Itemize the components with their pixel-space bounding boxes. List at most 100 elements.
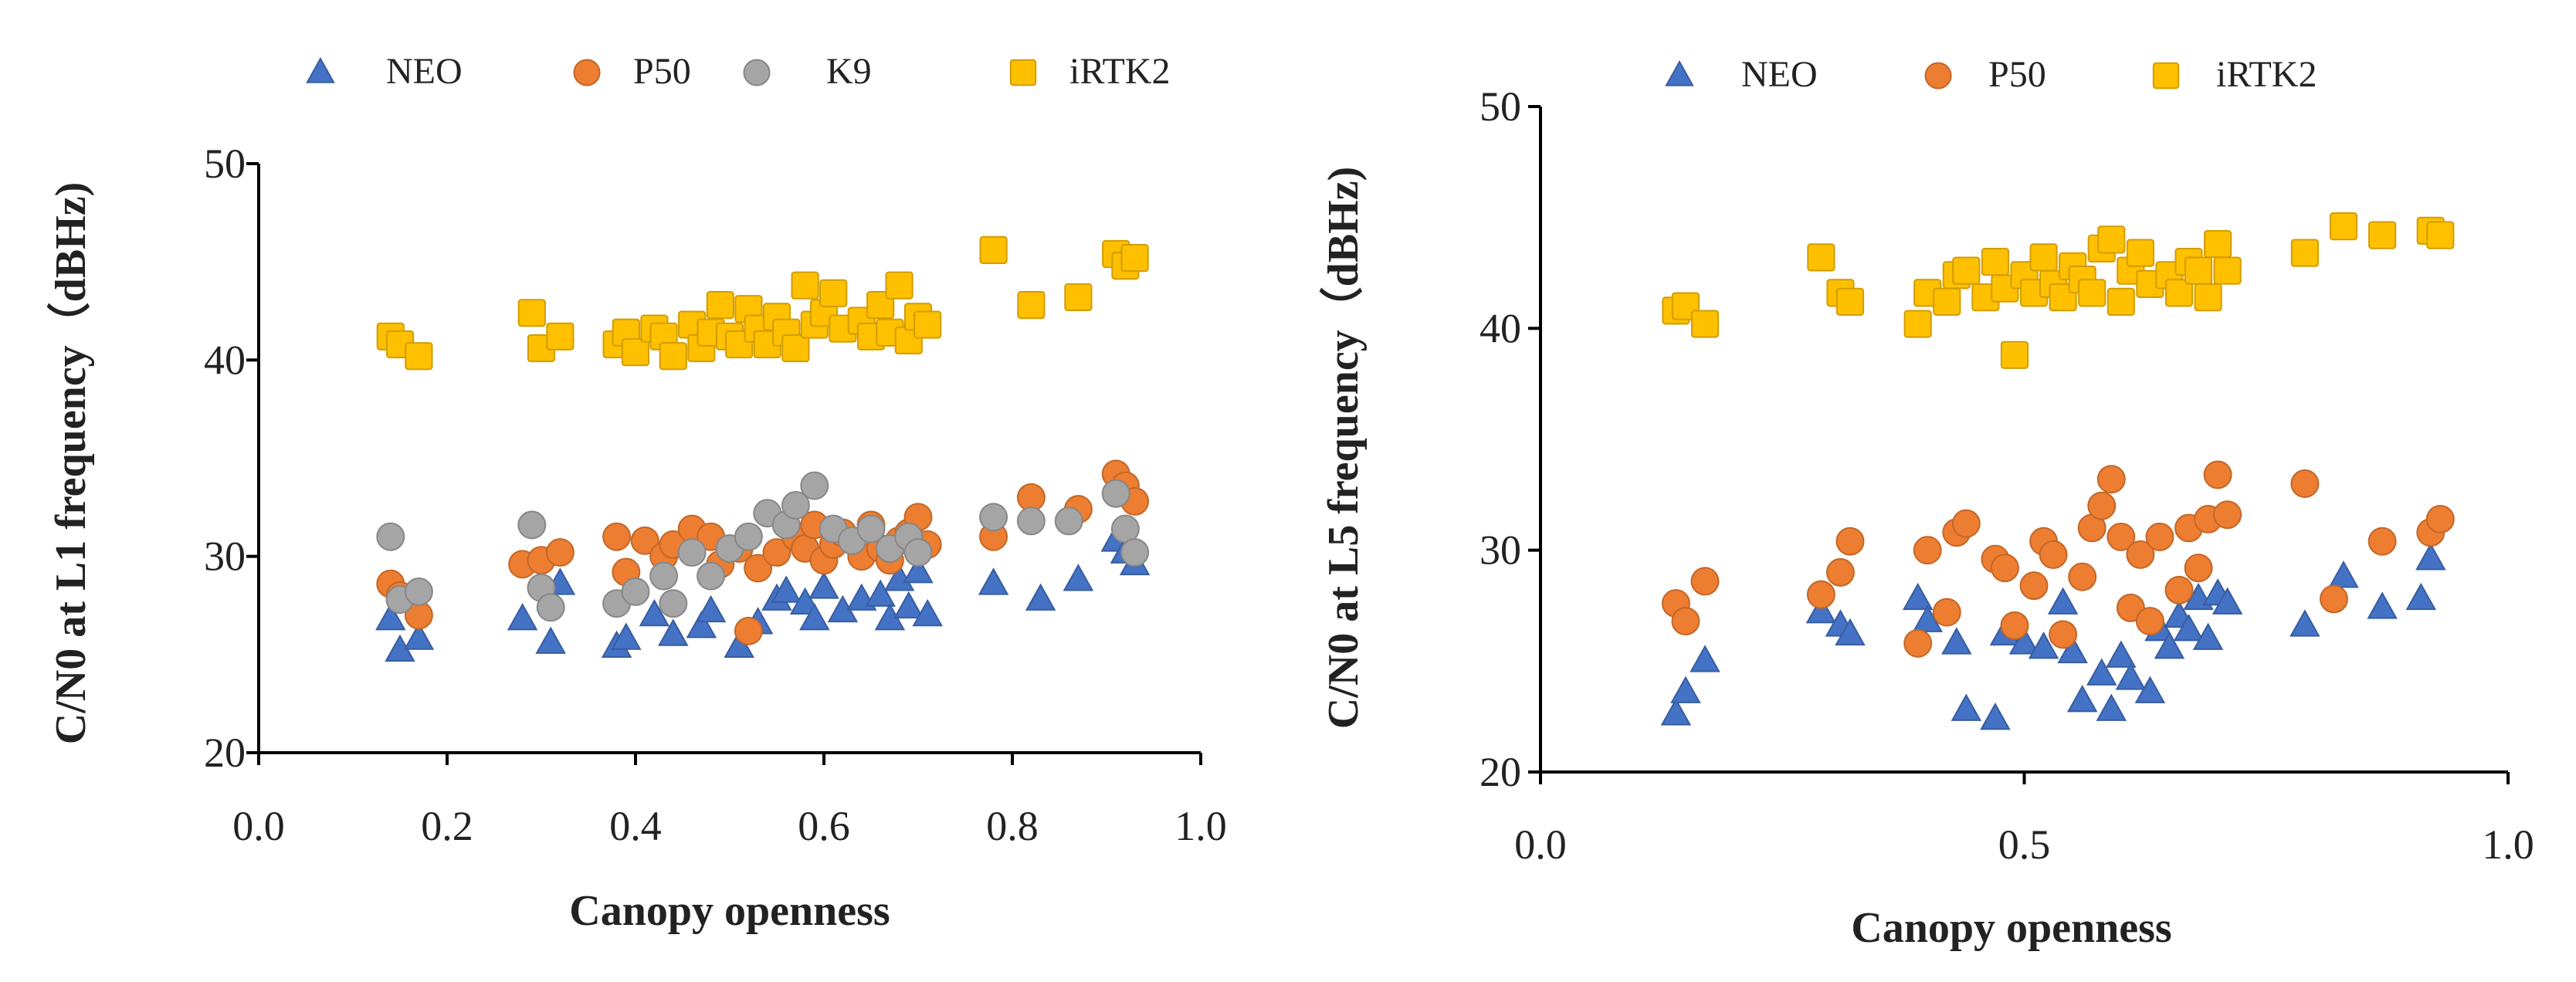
data-point-p50 (2213, 500, 2242, 530)
legend-marker-neo (1665, 59, 1694, 86)
data-point-neo (2134, 676, 2166, 703)
data-point-neo (1660, 698, 1692, 726)
data-point-k9 (979, 503, 1008, 532)
legend-marker-p50 (1924, 62, 1952, 90)
data-point-neo (2106, 640, 2137, 668)
data-point-neo (2057, 635, 2088, 664)
data-point-irtk2 (2164, 279, 2194, 307)
data-point-irtk2 (621, 338, 650, 367)
data-point-k9 (697, 561, 726, 591)
data-point-p50 (2145, 522, 2174, 551)
y-tick-label: 30 (204, 533, 246, 580)
legend-l5: NEO P50 iRTK2 (1665, 54, 2317, 95)
data-point-irtk2 (1952, 256, 1981, 285)
y-tick-label: 20 (1480, 749, 1521, 795)
data-point-irtk2 (2290, 239, 2319, 267)
data-point-p50 (2368, 527, 2397, 556)
data-point-p50 (545, 538, 575, 567)
data-point-irtk2 (2204, 230, 2232, 259)
data-point-irtk2 (979, 235, 1008, 265)
data-point-irtk2 (405, 342, 433, 371)
data-point-irtk2 (1807, 243, 1835, 272)
data-point-k9 (903, 538, 933, 567)
data-point-k9 (1054, 506, 1083, 536)
data-point-k9 (376, 522, 405, 551)
data-point-irtk2 (546, 322, 575, 350)
data-point-k9 (1120, 538, 1150, 567)
x-tick-label: 1.0 (2482, 821, 2534, 868)
data-point-neo (1063, 564, 1094, 591)
data-point-irtk2 (1933, 287, 1961, 316)
data-point-neo (2367, 591, 2398, 619)
data-point-p50 (734, 616, 763, 645)
data-marks-l5 (1660, 212, 2455, 730)
data-point-neo (639, 598, 670, 627)
data-point-neo (2008, 627, 2040, 655)
data-point-p50 (2068, 562, 2097, 591)
data-point-neo (1941, 627, 1972, 655)
data-point-p50 (1951, 509, 1981, 538)
data-point-irtk2 (791, 271, 819, 300)
data-point-irtk2 (819, 279, 848, 307)
data-point-k9 (621, 577, 650, 606)
data-point-p50 (2135, 607, 2164, 636)
data-point-neo (799, 603, 830, 631)
series-irtk2 (376, 235, 1149, 371)
data-point-p50 (2087, 491, 2117, 520)
data-point-p50 (2107, 522, 2136, 551)
data-point-p50 (2164, 575, 2194, 604)
data-point-k9 (677, 538, 707, 567)
y-tick-label: 40 (1480, 305, 1521, 351)
data-point-irtk2 (885, 271, 913, 300)
y-axis-title-l1: C/N0 at L1 frequency（dBHz) (46, 182, 95, 745)
legend-marker-neo (306, 56, 335, 83)
data-point-k9 (800, 471, 829, 500)
data-point-p50 (2126, 540, 2155, 569)
data-point-neo (2096, 693, 2127, 721)
chart-l5: 20 30 40 50 0.0 0.5 1.0 Canopy openness C/N0 … (1319, 54, 2534, 952)
y-tick-label: 50 (204, 141, 246, 187)
data-point-p50 (1932, 598, 1961, 627)
data-point-neo (903, 555, 934, 584)
x-tick-label: 1.0 (1174, 803, 1227, 849)
data-point-irtk2 (659, 342, 687, 371)
data-point-irtk2 (2213, 256, 2242, 285)
y-tick-label: 20 (204, 730, 246, 776)
y-tick-label: 40 (204, 337, 246, 383)
data-point-neo (1980, 702, 2011, 730)
data-point-p50 (2000, 611, 2029, 640)
data-point-neo (893, 591, 924, 619)
x-ticks-l1: 0.0 0.2 0.4 0.6 0.8 1.0 (232, 753, 1227, 849)
data-point-irtk2 (1017, 291, 1046, 320)
data-point-irtk2 (706, 291, 734, 320)
data-point-neo (403, 622, 435, 650)
legend-label-p50: P50 (633, 51, 691, 92)
data-point-p50 (1806, 580, 1835, 609)
chart-l1: 20 30 40 50 0.0 0.2 0.4 0.6 0.8 1.0 Canopy openn… (46, 51, 1227, 935)
y-ticks-l1: 20 30 40 50 (204, 141, 259, 776)
data-point-irtk2 (2184, 256, 2213, 285)
data-point-irtk2 (1690, 310, 1720, 338)
data-point-k9 (536, 593, 565, 622)
legend-l1: NEO P50 K9 iRTK2 (306, 51, 1170, 92)
plot-area-l5: 20 30 40 50 0.0 0.5 1.0 (1480, 83, 2534, 868)
data-point-neo (1902, 582, 1934, 611)
data-point-k9 (781, 491, 810, 520)
data-point-neo (2212, 587, 2243, 615)
data-point-p50 (2203, 460, 2232, 489)
data-point-neo (2047, 587, 2079, 615)
data-point-irtk2 (2000, 340, 2029, 369)
data-point-neo (2405, 582, 2436, 611)
data-point-k9 (1016, 506, 1046, 536)
data-point-neo (1835, 618, 1866, 646)
data-point-irtk2 (2029, 243, 2058, 272)
data-point-irtk2 (2097, 225, 2126, 254)
data-point-neo (1690, 645, 1720, 672)
data-point-irtk2 (781, 334, 810, 363)
legend-label-irtk2: iRTK2 (1069, 51, 1170, 92)
x-tick-label: 0.0 (232, 803, 285, 849)
data-point-p50 (1690, 567, 1720, 596)
x-ticks-l5: 0.0 0.5 1.0 (1514, 772, 2534, 868)
data-point-irtk2 (2194, 283, 2222, 312)
